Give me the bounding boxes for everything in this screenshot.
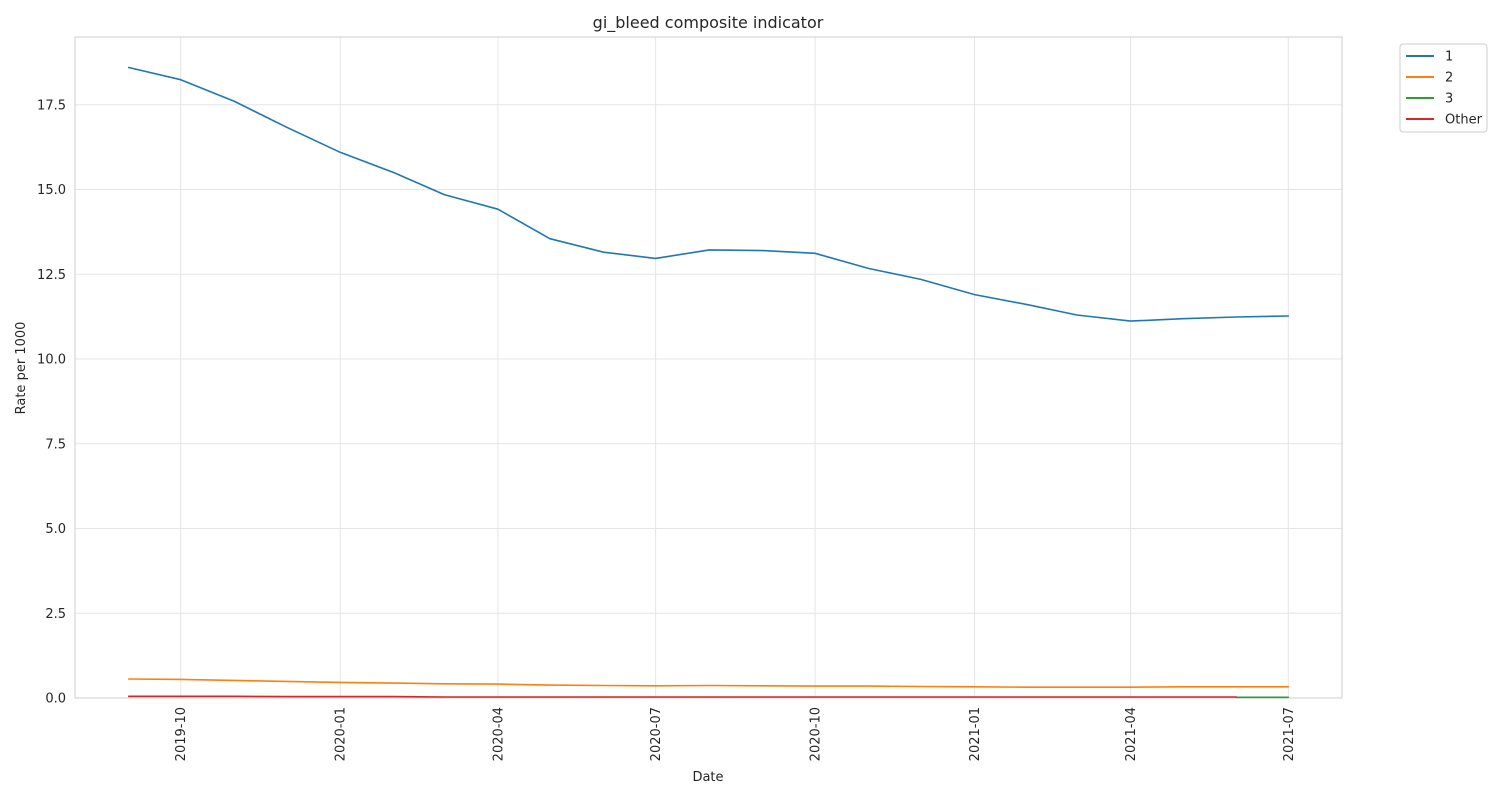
legend-label: 2 bbox=[1445, 71, 1453, 86]
legend-label: 3 bbox=[1445, 92, 1453, 107]
y-tick-label: 12.5 bbox=[37, 268, 66, 283]
x-tick-label: 2021-01 bbox=[968, 707, 983, 761]
y-tick-label: 0.0 bbox=[45, 692, 66, 707]
y-tick-label: 15.0 bbox=[37, 183, 66, 198]
x-tick-label: 2021-07 bbox=[1282, 707, 1297, 761]
x-tick-label: 2020-07 bbox=[649, 707, 664, 761]
x-tick-label: 2020-04 bbox=[491, 707, 506, 761]
y-tick-label: 10.0 bbox=[37, 353, 66, 368]
plot-area-border bbox=[74, 36, 1343, 699]
y-tick-label: 2.5 bbox=[45, 607, 66, 622]
y-tick-label: 17.5 bbox=[37, 98, 66, 113]
series-line-2 bbox=[127, 678, 1290, 689]
series-line-1 bbox=[127, 66, 1290, 322]
legend-label: 1 bbox=[1445, 50, 1453, 65]
grid-layer bbox=[75, 37, 1342, 699]
x-tick-label: 2021-04 bbox=[1124, 707, 1139, 761]
x-axis-ticks: 2019-10 2020-01 2020-04 2020-07 2020-10 2021-… bbox=[174, 707, 1297, 761]
x-tick-label: 2020-01 bbox=[334, 707, 349, 761]
y-axis-label: Rate per 1000 bbox=[14, 322, 29, 415]
series-layer bbox=[127, 66, 1290, 699]
legend-label: Other bbox=[1445, 113, 1483, 128]
y-tick-label: 7.5 bbox=[45, 437, 66, 452]
chart-title: gi_bleed composite indicator bbox=[593, 13, 824, 33]
y-axis-ticks: 0.0 2.5 5.0 7.5 10.0 12.5 15.0 17.5 bbox=[37, 98, 66, 706]
legend: 1 2 3 Other bbox=[1399, 43, 1488, 133]
legend-box bbox=[1399, 43, 1488, 133]
y-tick-label: 5.0 bbox=[45, 522, 66, 537]
x-axis-label: Date bbox=[692, 770, 723, 785]
x-tick-label: 2019-10 bbox=[174, 707, 189, 761]
x-tick-label: 2020-10 bbox=[809, 707, 824, 761]
series-line-other bbox=[127, 695, 1238, 698]
